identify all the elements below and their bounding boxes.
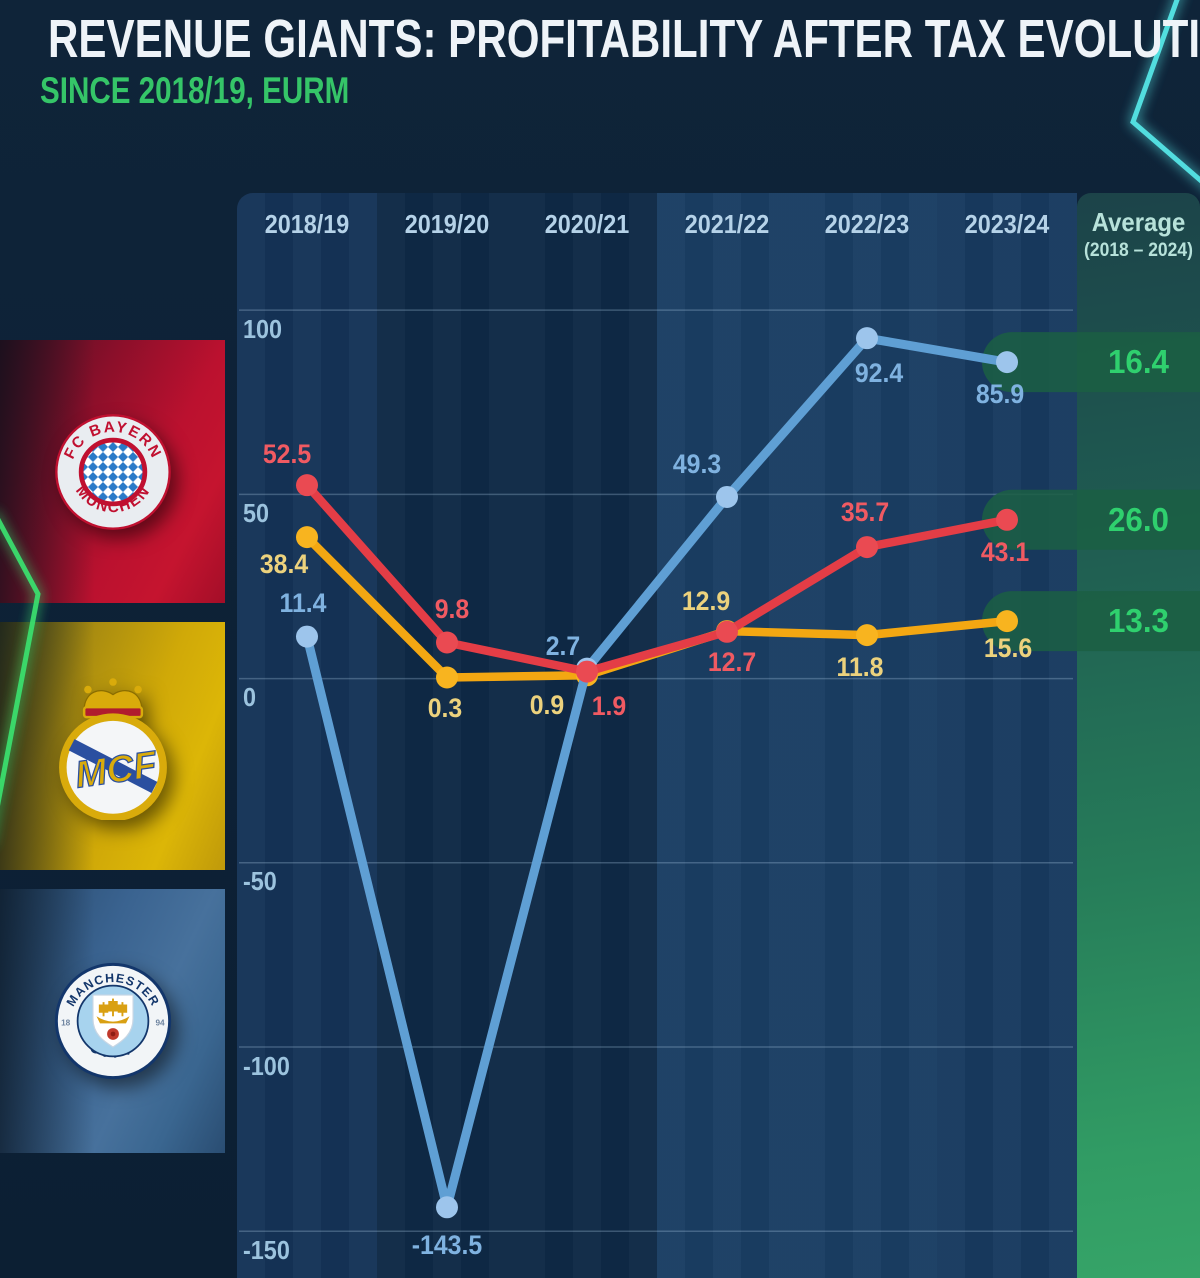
bayern-average-value: 26.0 xyxy=(1107,500,1170,538)
bayern-value-label: 35.7 xyxy=(840,497,890,528)
average-range-label: (2018 – 2024) xyxy=(1084,240,1193,261)
column-header: 2018/19 xyxy=(264,209,350,239)
bayern-value-label: 52.5 xyxy=(262,439,312,470)
page-subtitle: SINCE 2018/19, EURM xyxy=(40,70,350,112)
real-madrid-point xyxy=(856,624,878,647)
ytick--100: -100 xyxy=(243,1051,290,1081)
column-2021-22: 2021/22 xyxy=(657,193,797,1278)
bayern-munchen-crest-icon: FC BAYERN MÜNCHEN xyxy=(54,413,171,530)
bayern-value-label: 9.8 xyxy=(434,594,470,625)
man-city-point xyxy=(436,1196,458,1219)
real-madrid-average-value: 13.3 xyxy=(1107,602,1170,640)
column-header: 2020/21 xyxy=(544,209,630,239)
man-city-point xyxy=(296,625,318,648)
ytick--50: -50 xyxy=(243,866,277,896)
man-city-value-label: 85.9 xyxy=(975,379,1025,410)
column-header: 2023/24 xyxy=(964,209,1050,239)
real-madrid-value-label: 0.9 xyxy=(529,690,565,721)
real-madrid-value-label: 38.4 xyxy=(259,549,309,580)
page-title: REVENUE GIANTS: PROFITABILITY AFTER TAX … xyxy=(48,9,1200,69)
bayern-value-label: 12.7 xyxy=(707,646,757,677)
real-madrid-value-label: 12.9 xyxy=(681,586,731,617)
column-2023-24: 2023/24 xyxy=(937,193,1077,1278)
column-2018-19: 2018/19 xyxy=(237,193,377,1278)
man-city-value-label: 2.7 xyxy=(545,630,581,661)
ytick-0: 0 xyxy=(243,682,257,712)
real-madrid-value-label: 11.8 xyxy=(836,652,884,683)
average-highlight-pill xyxy=(982,489,1200,550)
man-city-value-label: 92.4 xyxy=(854,358,904,389)
header: REVENUE GIANTS: PROFITABILITY AFTER TAX … xyxy=(40,9,1200,112)
man-city-line xyxy=(302,333,1012,1212)
real-madrid-crest-icon: MCF xyxy=(58,678,167,820)
real-madrid-value-label: 15.6 xyxy=(983,633,1033,664)
column-header: 2019/20 xyxy=(404,209,490,239)
club-panel-bayern: FC BAYERN MÜNCHEN xyxy=(0,340,225,603)
column-2020-21: 2020/21 xyxy=(517,193,657,1278)
column-header: 2022/23 xyxy=(824,209,910,239)
column-2022-23: 2022/23 xyxy=(797,193,937,1278)
bayern-point xyxy=(996,508,1018,531)
real-madrid-point xyxy=(996,610,1018,633)
bayern-point xyxy=(436,631,458,654)
man-city-point xyxy=(716,485,738,508)
club-panel-real-madrid: MCF xyxy=(0,622,225,870)
column-2019-20: 2019/20 xyxy=(377,193,517,1278)
man-city-point xyxy=(996,351,1018,374)
bayern-point xyxy=(296,474,318,497)
real-madrid-point xyxy=(296,526,318,549)
bayern-point xyxy=(576,660,598,683)
real-madrid-point xyxy=(436,666,458,689)
man-city-value-label: 11.4 xyxy=(279,587,327,618)
club-panel-man-city: MANCHESTER CITY 18 94 xyxy=(0,889,225,1153)
real-madrid-value-label: 0.3 xyxy=(427,693,463,724)
ytick-100: 100 xyxy=(243,314,283,344)
ytick-50: 50 xyxy=(243,498,270,528)
bayern-line xyxy=(302,480,1012,676)
bayern-value-label: 43.1 xyxy=(980,536,1030,567)
average-highlight-pill xyxy=(982,591,1200,652)
city-crest-year-left: 18 xyxy=(61,1019,71,1028)
average-column-header: Average (2018 – 2024) xyxy=(1077,193,1200,262)
column-header: 2021/22 xyxy=(684,209,770,239)
man-city-value-label: -143.5 xyxy=(411,1230,483,1261)
ytick--150: -150 xyxy=(243,1235,290,1265)
bayern-point xyxy=(716,620,738,643)
manchester-city-crest-icon: MANCHESTER CITY 18 94 xyxy=(54,962,171,1080)
city-crest-year-right: 94 xyxy=(155,1019,165,1028)
man-city-value-label: 49.3 xyxy=(672,448,722,479)
bayern-point xyxy=(856,536,878,559)
real-madrid-monogram-text: MCF xyxy=(72,743,160,796)
average-highlight-pill xyxy=(982,332,1200,393)
man-city-point xyxy=(856,327,878,350)
average-label: Average xyxy=(1091,207,1186,237)
bayern-value-label: 1.9 xyxy=(591,690,627,721)
man-city-average-value: 16.4 xyxy=(1107,343,1170,381)
